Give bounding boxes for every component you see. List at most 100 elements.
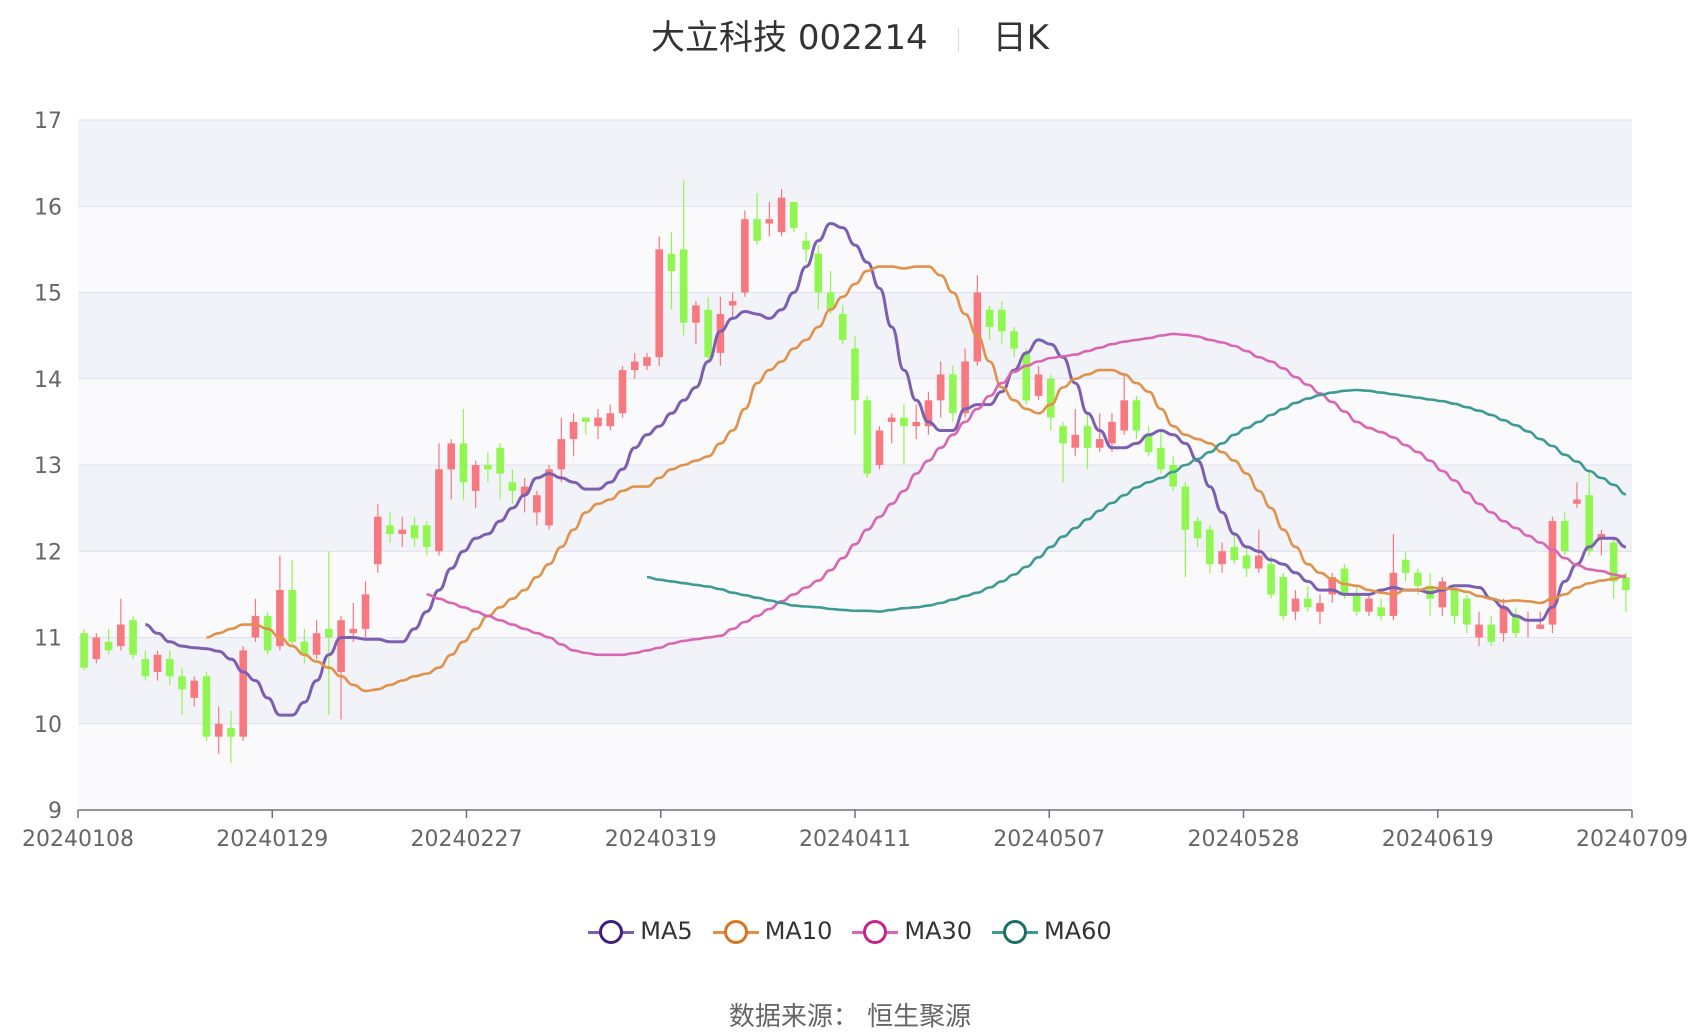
candle-body xyxy=(1059,426,1067,444)
candle xyxy=(606,404,615,431)
candle-body xyxy=(141,659,150,677)
candle xyxy=(814,245,823,310)
ma60-line xyxy=(646,388,1627,613)
candle-body xyxy=(1071,434,1080,448)
candle xyxy=(1144,426,1153,457)
candle xyxy=(471,460,480,509)
candle-body xyxy=(1450,590,1459,616)
candle-body xyxy=(679,249,688,323)
legend-item-ma10[interactable]: MA10 xyxy=(712,917,833,945)
candle-body xyxy=(251,615,260,638)
x-tick-label: 20240709 xyxy=(1576,827,1688,852)
candle-body xyxy=(1108,421,1116,444)
x-tick-label: 20240108 xyxy=(22,827,134,852)
candle-body xyxy=(1352,594,1361,612)
legend-label: MA5 xyxy=(640,917,693,945)
candle-body xyxy=(1255,555,1263,569)
legend-item-ma5[interactable]: MA5 xyxy=(588,917,693,945)
candle xyxy=(496,443,504,500)
legend-marker-icon xyxy=(712,919,759,945)
candle-body xyxy=(1022,352,1031,401)
candle-body xyxy=(1377,607,1385,616)
candle xyxy=(765,201,774,237)
candle xyxy=(239,646,247,741)
candle xyxy=(300,628,309,664)
x-tick-label: 20240507 xyxy=(993,827,1105,852)
candle-body xyxy=(998,309,1006,332)
candle xyxy=(1267,555,1275,599)
candle xyxy=(1157,430,1165,474)
candle-body xyxy=(973,292,982,362)
y-tick-label: 13 xyxy=(34,454,62,479)
candle-body xyxy=(484,465,492,470)
candle-body xyxy=(1511,615,1520,634)
candle xyxy=(484,452,492,483)
candle xyxy=(679,180,688,336)
candle-body xyxy=(1095,439,1104,448)
candle xyxy=(949,365,957,422)
candle xyxy=(373,503,382,573)
candle-body xyxy=(630,361,639,371)
candle xyxy=(508,469,517,504)
candle xyxy=(1585,469,1593,556)
legend-item-ma60[interactable]: MA60 xyxy=(992,917,1112,945)
legend-circle xyxy=(723,920,748,944)
candle-body xyxy=(912,421,920,427)
candle xyxy=(667,232,676,310)
candle xyxy=(826,270,835,315)
candle xyxy=(741,210,749,297)
candle-body xyxy=(814,253,823,293)
candle-body xyxy=(1083,426,1092,448)
candle-body xyxy=(178,676,186,690)
candle-body xyxy=(606,413,615,427)
candle xyxy=(1034,365,1043,401)
candle xyxy=(1071,408,1080,457)
candle xyxy=(190,676,199,707)
legend-item-ma30[interactable]: MA30 xyxy=(852,917,972,945)
candle xyxy=(545,465,553,530)
candle xyxy=(973,275,982,366)
candle-body xyxy=(1218,551,1226,565)
candle-body xyxy=(1536,624,1545,629)
candle xyxy=(924,391,933,435)
candle xyxy=(630,352,639,379)
candle xyxy=(1511,607,1520,638)
plot-band xyxy=(78,120,1632,207)
candle-body xyxy=(618,370,627,414)
candle xyxy=(643,352,651,371)
candle-body xyxy=(386,525,394,534)
candle-body xyxy=(165,659,174,677)
candle-body xyxy=(361,594,370,629)
candle xyxy=(288,559,296,647)
y-tick-label: 12 xyxy=(34,540,62,565)
legend-label: MA60 xyxy=(1044,917,1112,945)
candle xyxy=(1463,594,1471,634)
candle xyxy=(1487,615,1496,647)
ma10-line xyxy=(206,265,1626,693)
ma30-line xyxy=(426,332,1626,657)
candle-body xyxy=(337,620,345,672)
candle-body xyxy=(826,292,835,310)
candle xyxy=(153,650,162,681)
candle-body xyxy=(1291,598,1300,612)
candle-body xyxy=(900,417,908,427)
candle xyxy=(692,301,700,345)
candle-body xyxy=(117,624,125,647)
candle xyxy=(1206,525,1214,573)
candle-body xyxy=(643,357,651,366)
candle-body xyxy=(300,641,309,655)
candle xyxy=(92,633,101,664)
candle xyxy=(1377,598,1385,621)
candle-body xyxy=(80,633,88,668)
candle xyxy=(557,417,566,483)
candle-body xyxy=(1585,495,1593,552)
candle xyxy=(422,521,431,556)
plot-band xyxy=(78,465,1632,552)
y-tick-label: 15 xyxy=(34,282,62,307)
candle-body xyxy=(373,516,382,565)
candle xyxy=(1120,374,1128,435)
candle xyxy=(447,439,455,500)
candle-body xyxy=(863,400,872,474)
legend-label: MA10 xyxy=(764,917,833,945)
